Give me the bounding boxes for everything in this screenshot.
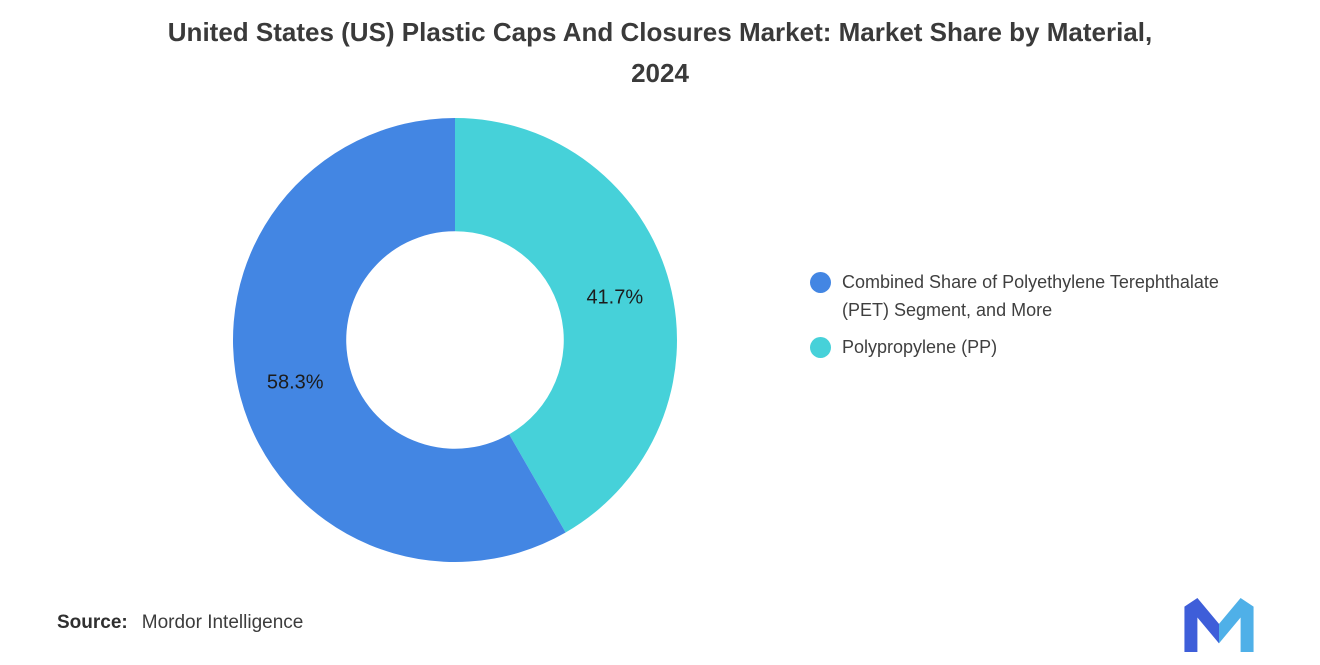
source-row: Source: Mordor Intelligence: [57, 612, 303, 634]
legend-swatch-pet: [810, 272, 831, 293]
pie-slice-1: [455, 118, 678, 533]
donut-chart-svg: 41.7% 58.3%: [233, 118, 678, 562]
mordor-intelligence-logo: [1184, 598, 1254, 652]
legend-item-pet: Combined Share of Polyethylene Terephtha…: [810, 268, 1270, 324]
logo-left-shape: [1184, 598, 1219, 652]
source-value: Mordor Intelligence: [141, 612, 304, 633]
logo-right-shape: [1219, 598, 1254, 652]
legend-item-pp: Polypropylene (PP): [810, 333, 1270, 361]
legend: Combined Share of Polyethylene Terephtha…: [810, 268, 1270, 370]
chart-title: United States (US) Plastic Caps And Clos…: [167, 17, 1153, 88]
slice-data-label-0: 58.3%: [267, 372, 324, 394]
pie-slice-0: [233, 118, 566, 562]
source-label: Source:: [57, 612, 128, 633]
legend-label-pet: Combined Share of Polyethylene Terephtha…: [842, 272, 1219, 320]
legend-label-pp: Polypropylene (PP): [842, 337, 998, 357]
legend-swatch-pp: [810, 337, 831, 358]
slice-data-label-1: 41.7%: [586, 286, 643, 308]
